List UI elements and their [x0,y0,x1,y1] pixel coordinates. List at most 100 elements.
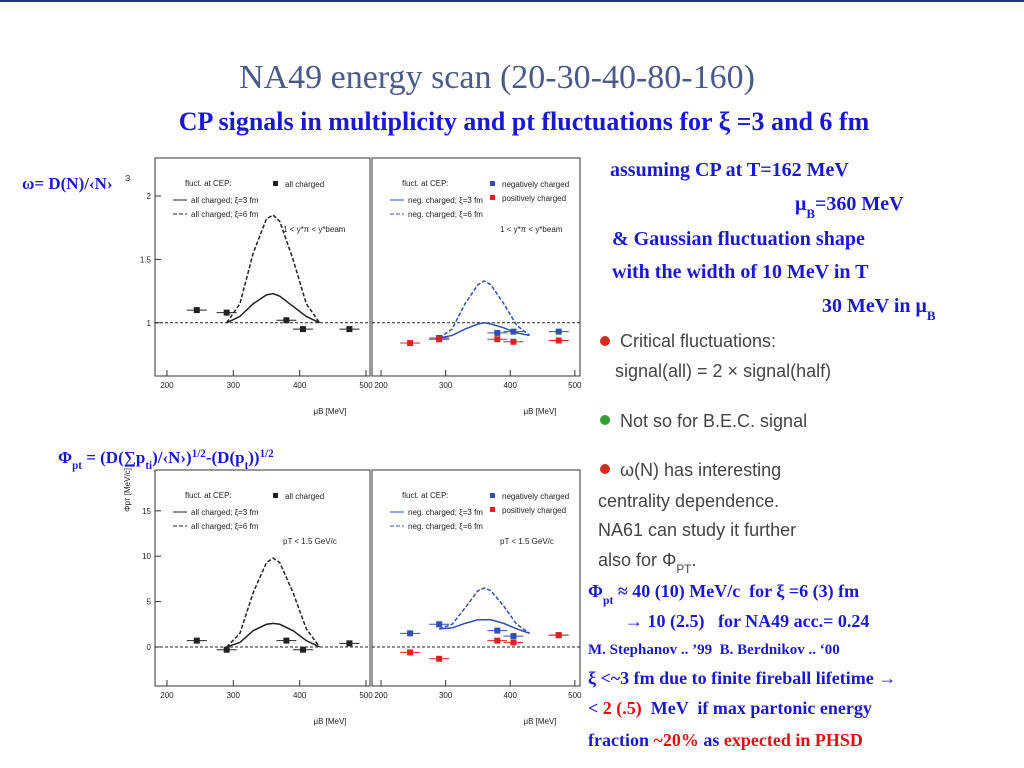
plot-frame [371,157,581,377]
data-point [407,630,414,637]
x-axis-label: μB [MeV] [313,717,346,726]
text-line: fraction ~20% as expected in PHSD [588,730,863,750]
cut-label: pT < 1.5 GeV/c [500,537,554,546]
data-point [494,329,501,336]
y-tick-label: 0 [147,643,152,652]
legend-marker [490,195,495,200]
text-segment: -(D(p [206,448,245,467]
cut-label: 1 < y*π < y*beam [500,225,563,234]
y-tick-label: 1 [147,319,152,328]
data-point [510,338,517,345]
data-point [299,326,306,333]
legend-label: neg. charged; ξ=6 fm [408,210,483,219]
x-tick-label: 400 [293,381,307,390]
y-tick-label: 5 [147,598,152,607]
y-tick-label: 2 [147,192,152,201]
text-segment: 2 (.5) [603,698,642,719]
text-line: Not so for B.E.C. signal [620,411,807,431]
y-axis-label: Φpт [MeV/c] [123,468,132,512]
title: NA49 energy scan (20-30-40-80-160) [239,59,755,96]
bullet [600,464,610,474]
text-line: Φpt ≈ 40 (10) MeV/c for ξ =6 (3) fm [588,581,859,607]
plot-frame [154,157,371,377]
curve [439,618,530,635]
text-segment: pt [72,460,82,472]
text-segment: as [699,730,724,750]
text-segment: with the width of 10 MeV in T [612,261,869,283]
legend-label: neg. charged; ξ=3 fm [408,508,483,517]
text-segment: ω(N) has interesting [620,460,781,480]
data-point [494,627,501,634]
text-segment: fraction [588,730,653,750]
bullet [600,415,610,425]
y-axis-label: ω [123,175,132,181]
text-segment: assuming CP at T=162 MeV [610,159,849,181]
plot-frame [371,469,581,687]
legend-label: neg. charged; ξ=3 fm [408,196,483,205]
text-segment: . [691,550,696,570]
text-segment: B [927,308,936,323]
text-segment: )/‹N›) [152,448,192,467]
data-point [299,646,306,653]
data-point [223,309,230,316]
text-segment: centrality dependence. [598,491,779,511]
legend-label: positively charged [502,506,566,515]
text-segment: μ [795,193,807,215]
x-tick-label: 400 [293,691,307,700]
y-tick-label: 10 [142,552,151,561]
text-segment: NA61 can study it further [598,520,796,540]
text-segment: ~20% [653,730,698,750]
text-line: ω= D(N)/‹N› [22,174,113,193]
plot-frame [154,469,371,687]
data-point [283,317,290,324]
text-segment: → 10 (2.5) for NA49 acc.= 0.24 [625,611,869,632]
text-segment: signal(all) = 2 × signal(half) [615,361,831,381]
text-line: centrality dependence. [598,491,779,511]
text-segment: B [806,206,815,221]
legend-label: positively charged [502,194,566,203]
text-line: 30 MeV in μB [822,295,936,323]
text-line: assuming CP at T=162 MeV [610,159,849,181]
cut-label: 1 < y*π < y*beam [283,225,346,234]
x-tick-label: 500 [568,381,582,390]
x-tick-label: 500 [359,691,373,700]
data-point [494,637,501,644]
curve [226,622,320,648]
data-point [436,655,443,662]
x-tick-label: 500 [359,381,373,390]
text-line: → 10 (2.5) for NA49 acc.= 0.24 [625,611,869,632]
text-segment: ti [145,460,152,472]
x-tick-label: 200 [160,381,174,390]
text-segment: ω= D(N)/‹N› [22,174,113,193]
data-point [555,337,562,344]
data-point [346,326,353,333]
legend-label: all charged [285,492,324,501]
text-segment: Not so for B.E.C. signal [620,411,807,431]
text-segment: ξ <~3 fm due to finite fireball lifetime… [588,668,896,689]
legend-label: negatively charged [502,180,569,189]
x-tick-label: 300 [227,691,241,700]
x-axis-label: μB [MeV] [523,407,556,416]
text-line: M. Stephanov .. ’99 B. Berdnikov .. ‘00 [588,642,840,658]
y-tick-label: 1.5 [140,255,152,264]
data-point [407,340,414,347]
text-segment: 1/2 [192,448,207,460]
text-segment: 1/2 [260,448,275,460]
text-line: ω(N) has interesting [620,460,781,480]
legend-marker [490,493,495,498]
text-line: signal(all) = 2 × signal(half) [615,361,831,381]
text-line: with the width of 10 MeV in T [612,261,869,283]
data-point [494,336,501,343]
data-point [223,646,230,653]
data-point [555,632,562,639]
text-line: ξ <~3 fm due to finite fireball lifetime… [588,668,896,689]
data-point [510,633,517,640]
text-segment: t [245,460,249,472]
text-segment: ≈ 40 (10) MeV/c for ξ =6 (3) fm [613,581,859,602]
legend-label: negatively charged [502,492,569,501]
legend-label: all charged; ξ=6 fm [191,522,259,531]
data-point [346,640,353,647]
subtitle: CP signals in multiplicity and pt fluctu… [179,107,870,136]
curve [226,557,321,648]
legend-marker [273,493,278,498]
